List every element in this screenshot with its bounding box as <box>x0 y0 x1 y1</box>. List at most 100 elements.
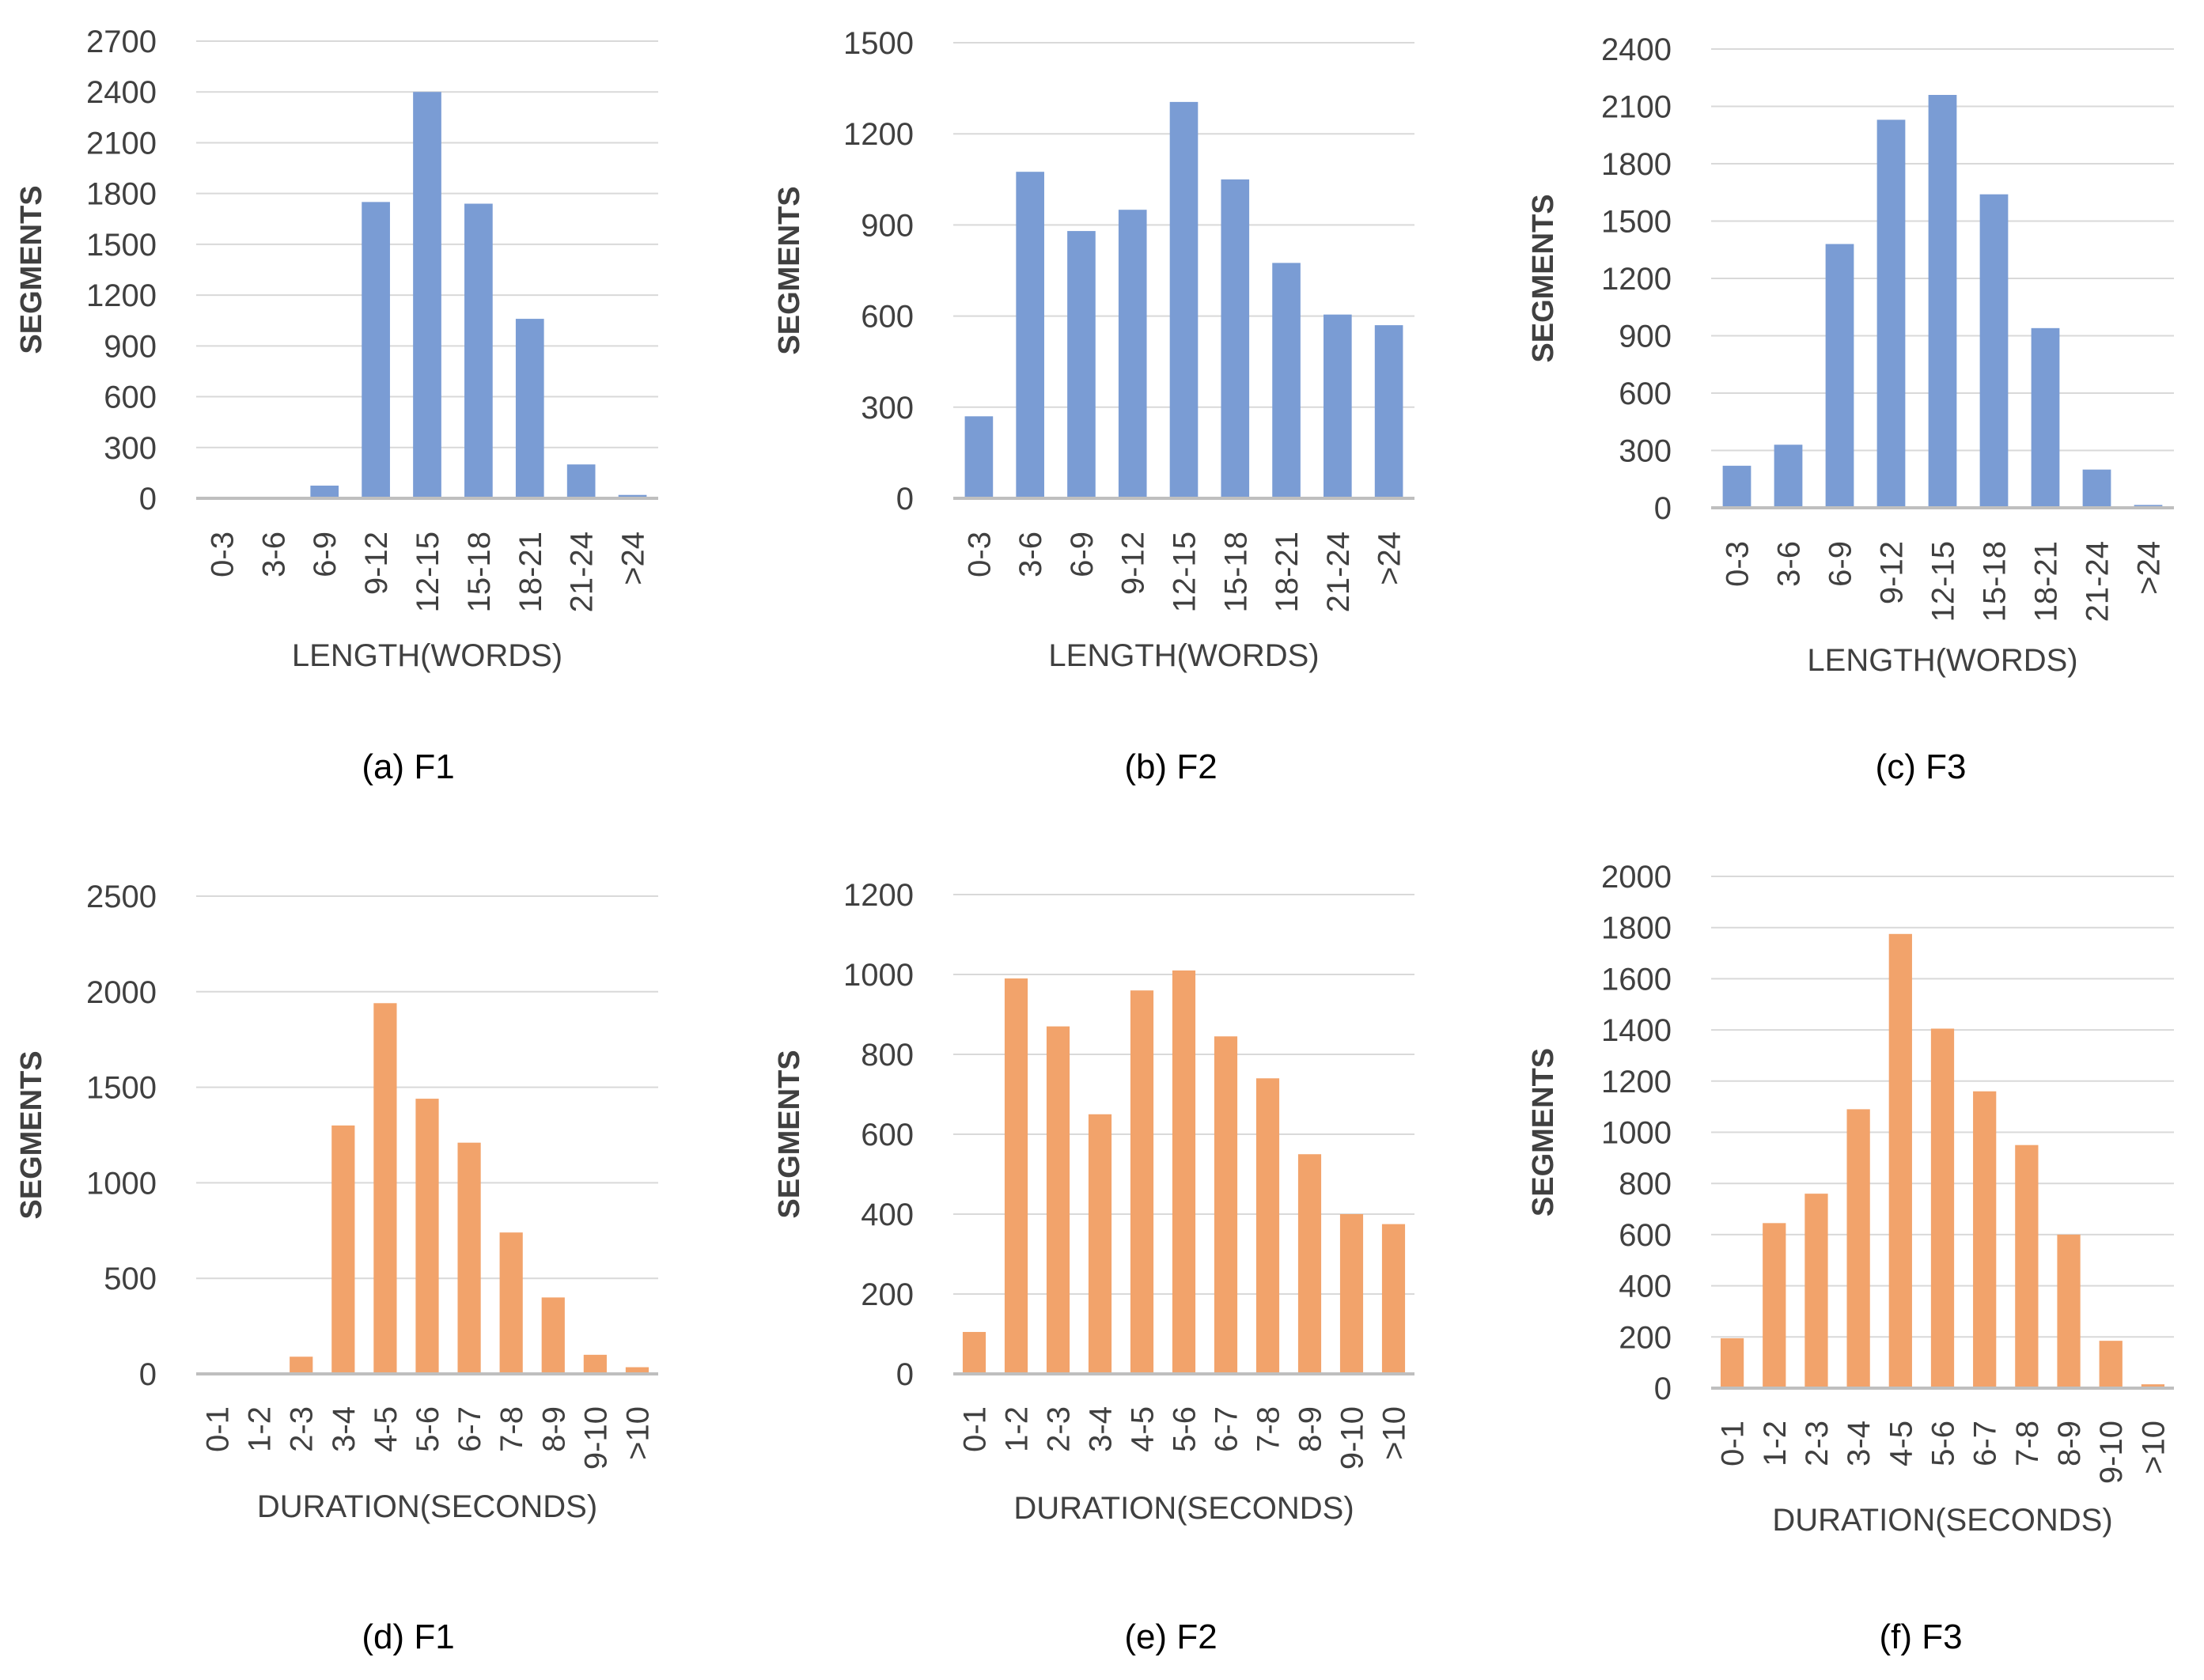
y-axis-title: SEGMENTS <box>773 186 806 354</box>
x-tick-label: 1-2 <box>1000 1406 1035 1452</box>
y-tick-label: 1200 <box>1601 1065 1672 1099</box>
x-tick-label: 9-12 <box>1875 541 1910 604</box>
y-tick-label: 300 <box>861 391 914 426</box>
bar <box>2057 1234 2081 1388</box>
y-tick-label: 900 <box>104 329 157 364</box>
x-axis-title: LENGTH(WORDS) <box>1048 638 1319 673</box>
y-tick-label: 1200 <box>843 878 914 913</box>
x-tick-label: 7-8 <box>494 1406 529 1452</box>
x-tick-label: 6-9 <box>1065 532 1100 577</box>
chart-b: 0 300 600 900 1200 1500 0-3 3-6 6-9 9-12 12-15 15-1… <box>773 26 1414 673</box>
bar <box>1774 445 1803 508</box>
bar <box>1973 1091 1997 1388</box>
bar <box>413 92 441 498</box>
y-tick-label: 1200 <box>86 278 157 313</box>
x-tick-label: 15-18 <box>462 532 497 612</box>
bar <box>1169 101 1199 498</box>
x-tick-label: 0-1 <box>201 1406 236 1452</box>
y-tick-label: 500 <box>104 1262 157 1296</box>
x-tick-label: 8-9 <box>2052 1421 2087 1466</box>
x-tick-label: >10 <box>1377 1406 1412 1460</box>
bar <box>1118 210 1147 498</box>
bar <box>1339 1214 1364 1374</box>
y-axis-title: SEGMENTS <box>1527 1048 1560 1216</box>
bar <box>1172 970 1196 1374</box>
y-tick-label: 2000 <box>1601 860 1672 895</box>
bar <box>1374 325 1403 498</box>
y-tick-label: 2100 <box>1601 90 1672 125</box>
x-tick-label: 9-10 <box>578 1406 613 1470</box>
caption-c: (c) F3 <box>1875 747 1967 786</box>
x-tick-label: 18-21 <box>513 532 548 612</box>
x-tick-label: 18-21 <box>2029 541 2064 622</box>
bar <box>1255 1078 1280 1374</box>
x-tick-label: 3-4 <box>1084 1406 1119 1452</box>
x-tick-label: 6-7 <box>1210 1406 1244 1452</box>
bar <box>1381 1224 1406 1374</box>
y-tick-label: 600 <box>1619 1218 1672 1253</box>
x-tick-label: 15-18 <box>1978 541 2013 622</box>
x-tick-label: 4-5 <box>1884 1421 1918 1466</box>
y-tick-label: 1500 <box>1601 205 1672 240</box>
x-tick-label: 21-24 <box>1321 532 1356 612</box>
caption-b: (b) F2 <box>1124 747 1218 786</box>
x-axis-title: DURATION(SECONDS) <box>1013 1491 1354 1526</box>
bar <box>1763 1223 1786 1388</box>
y-tick-label: 1000 <box>1601 1116 1672 1151</box>
y-tick-label: 1200 <box>843 117 914 152</box>
y-tick-label: 2700 <box>86 25 157 59</box>
y-tick-label: 300 <box>104 431 157 466</box>
bar <box>1297 1154 1322 1374</box>
bar <box>2015 1145 2039 1388</box>
x-tick-label: 9-12 <box>359 532 394 595</box>
x-tick-label: 0-1 <box>1716 1421 1751 1466</box>
x-tick-label: >24 <box>616 532 651 585</box>
x-axis-title: LENGTH(WORDS) <box>1807 643 2077 678</box>
y-tick-label: 300 <box>1619 434 1672 469</box>
y-tick-label: 1400 <box>1601 1013 1672 1048</box>
y-tick-label: 900 <box>861 208 914 243</box>
x-tick-label: 0-3 <box>962 532 997 577</box>
x-tick-label: 8-9 <box>1293 1406 1328 1452</box>
y-axis-title: SEGMENTS <box>1527 194 1560 362</box>
y-tick-label: 2000 <box>86 975 157 1010</box>
x-tick-label: 4-5 <box>369 1406 403 1452</box>
bar <box>2082 469 2111 508</box>
x-tick-label: 8-9 <box>536 1406 571 1452</box>
x-tick-label: 4-5 <box>1126 1406 1161 1452</box>
bar <box>1067 231 1096 498</box>
y-tick-label: 0 <box>896 482 914 516</box>
y-tick-label: 400 <box>1619 1269 1672 1304</box>
y-axis-title: SEGMENTS <box>15 1050 48 1219</box>
y-tick-label: 200 <box>1619 1320 1672 1355</box>
y-tick-label: 0 <box>1654 1372 1672 1406</box>
x-tick-label: 3-4 <box>1842 1421 1876 1466</box>
x-tick-label: >24 <box>1373 532 1407 585</box>
bar <box>290 1356 313 1374</box>
chart-f: 0 200 400 600 800 1000 1200 1400 1600 1800 2000 0-1… <box>1527 860 2174 1538</box>
bar <box>1804 1194 1828 1388</box>
y-tick-label: 1600 <box>1601 962 1672 997</box>
bar <box>1876 119 1906 508</box>
y-tick-label: 0 <box>139 1357 157 1392</box>
bar <box>1846 1109 1870 1388</box>
x-tick-label: 21-24 <box>565 532 600 612</box>
x-tick-label: 3-4 <box>327 1406 362 1452</box>
x-tick-label: 2-3 <box>1042 1406 1077 1452</box>
bar <box>618 494 647 498</box>
bar <box>457 1142 481 1374</box>
y-tick-label: 600 <box>1619 376 1672 411</box>
y-tick-label: 900 <box>1619 320 1672 354</box>
y-tick-label: 1000 <box>86 1166 157 1201</box>
x-axis-title: DURATION(SECONDS) <box>1772 1503 2112 1538</box>
bar <box>1004 978 1028 1374</box>
y-tick-label: 1500 <box>86 1071 157 1106</box>
bar <box>1722 465 1751 508</box>
bar <box>1130 990 1154 1374</box>
chart-e: 0 200 400 600 800 1000 1200 0-1 1-2 2-3 3-4 4-5 5-6 6… <box>773 878 1414 1526</box>
chart-d: 0 500 1000 1500 2000 2500 0-1 1-2 2-3 3-4 4-5 5-6 6-… <box>15 880 658 1524</box>
y-tick-label: 2100 <box>86 126 157 161</box>
y-axis-title: SEGMENTS <box>773 1050 806 1218</box>
x-tick-label: 18-21 <box>1270 532 1305 612</box>
